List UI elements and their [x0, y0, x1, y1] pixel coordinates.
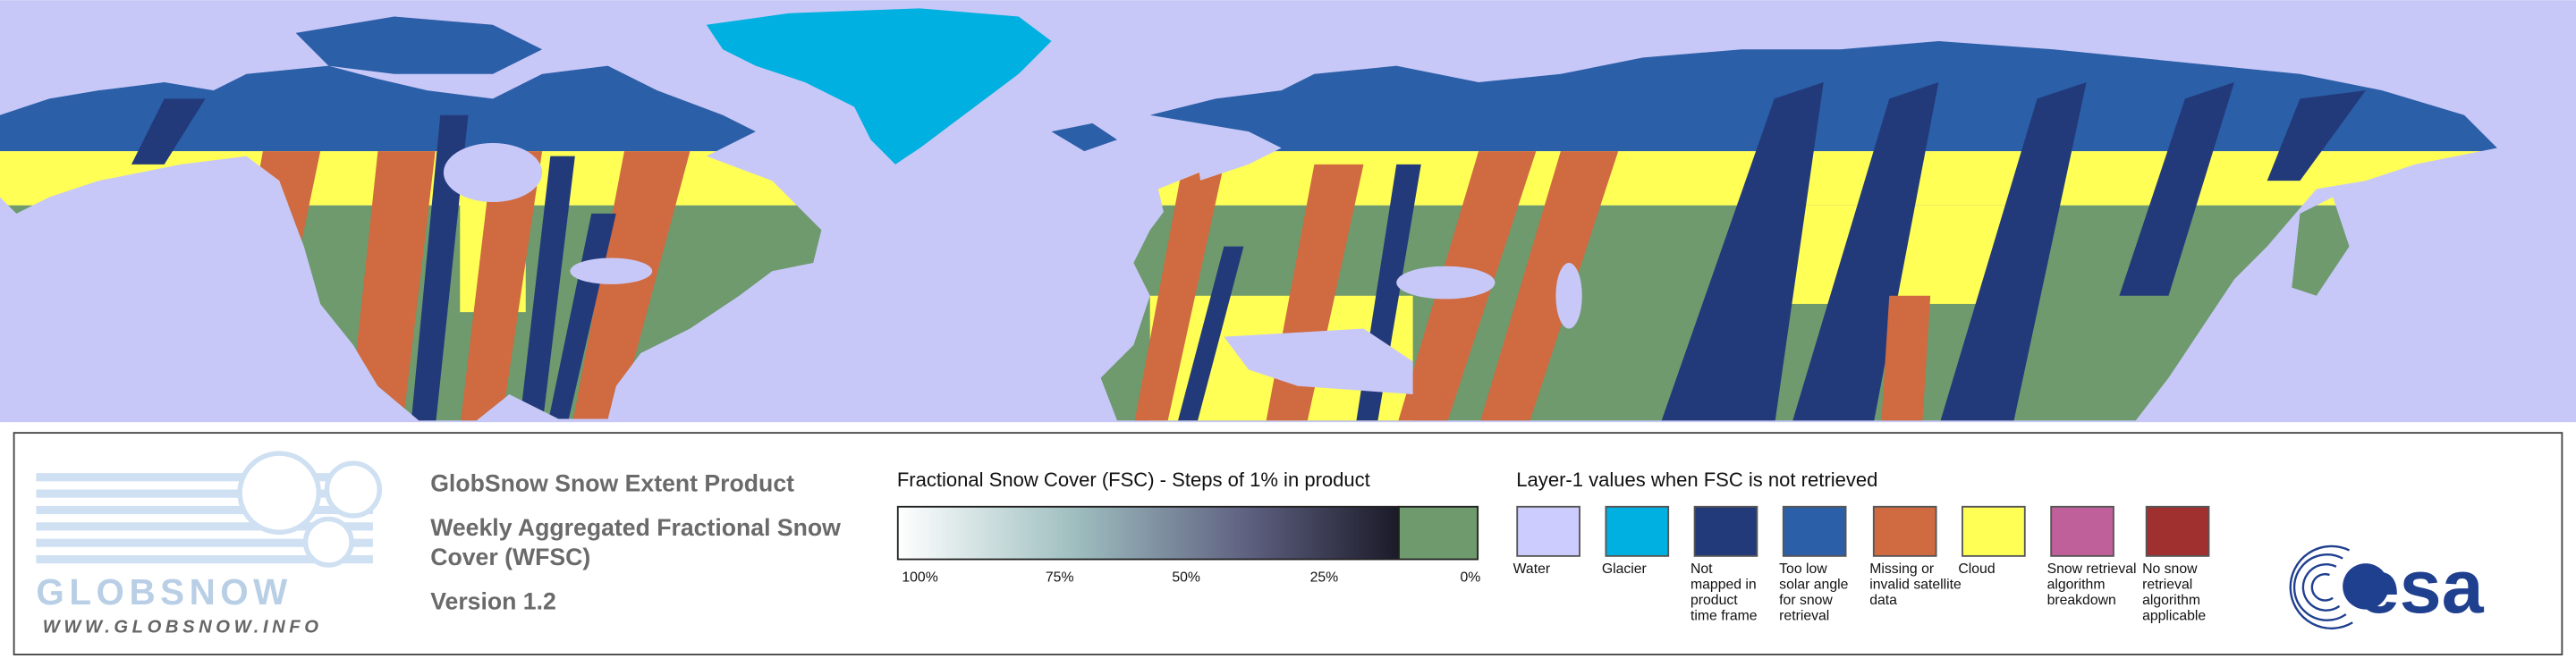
class-swatch: [2050, 505, 2114, 557]
globsnow-logo: GLOBSNOW WWW.GLOBSNOW.INFO: [36, 451, 383, 637]
fsc-zero-swatch: [1398, 505, 1479, 561]
layer1-title: Layer-1 values when FSC is not retrieved: [1516, 469, 1877, 491]
class-label: mapped in: [1690, 578, 1757, 593]
fsc-tick-label: 25%: [1310, 570, 1339, 585]
class-swatch: [1872, 505, 1937, 557]
class-label: product: [1690, 593, 1738, 608]
class-swatch: [2145, 505, 2210, 557]
globsnow-url: WWW.GLOBSNOW.INFO: [43, 617, 323, 637]
class-label: No snow: [2142, 561, 2198, 577]
fsc-tick-label: 50%: [1172, 570, 1200, 585]
class-label: Cloud: [1958, 561, 1995, 577]
version: Version 1.2: [430, 588, 556, 615]
caspian-sea: [1555, 263, 1582, 329]
class-label: Too low: [1779, 561, 1827, 577]
hudson-bay: [443, 142, 543, 203]
class-swatch: [1516, 505, 1580, 557]
class-swatch: [1693, 505, 1758, 557]
class-swatch: [1782, 505, 1847, 557]
fsc-title: Fractional Snow Cover (FSC) - Steps of 1…: [897, 469, 1370, 491]
class-swatch: [1962, 505, 2026, 557]
product-title: GlobSnow Snow Extent Product: [430, 469, 794, 496]
greenland: [706, 8, 1052, 165]
class-label: retrieval: [1779, 609, 1829, 624]
class-label: Glacier: [1602, 561, 1647, 577]
great-lakes: [570, 258, 653, 284]
class-label: Snow retrieval: [2047, 561, 2137, 577]
mediterranean: [1224, 328, 1413, 394]
fsc-tick-label: 75%: [1046, 570, 1074, 585]
class-label: algorithm: [2047, 578, 2106, 593]
fsc-ticks: 100% 75% 50% 25% 0%: [902, 570, 1480, 585]
esa-wordmark: esa: [2358, 545, 2485, 629]
esa-logo: esa: [2289, 545, 2485, 629]
class-swatch: [1605, 505, 1670, 557]
globsnow-wordmark: GLOBSNOW: [36, 571, 292, 612]
class-label: for snow: [1779, 593, 1833, 608]
class-label: Water: [1513, 561, 1551, 577]
subtitle-line: Cover (WFSC): [430, 544, 590, 570]
fsc-tick-label: 0%: [1460, 570, 1480, 585]
fsc-tick-label: 100%: [902, 570, 937, 585]
class-label: applicable: [2142, 609, 2206, 624]
class-label: time frame: [1690, 609, 1758, 624]
class-label: breakdown: [2047, 593, 2116, 608]
subtitle-line: Weekly Aggregated Fractional Snow: [430, 514, 841, 541]
class-label: retrieval: [2142, 578, 2192, 593]
class-label: Missing or: [1869, 561, 1934, 577]
class-label: algorithm: [2142, 593, 2200, 608]
class-label: Not: [1690, 561, 1713, 577]
class-label: solar angle: [1779, 578, 1848, 593]
class-label: invalid satellite: [1869, 578, 1962, 593]
black-sea: [1396, 266, 1496, 300]
map: [0, 0, 2576, 423]
fsc-colorbar: [896, 505, 1400, 561]
class-label: data: [1869, 593, 1897, 608]
